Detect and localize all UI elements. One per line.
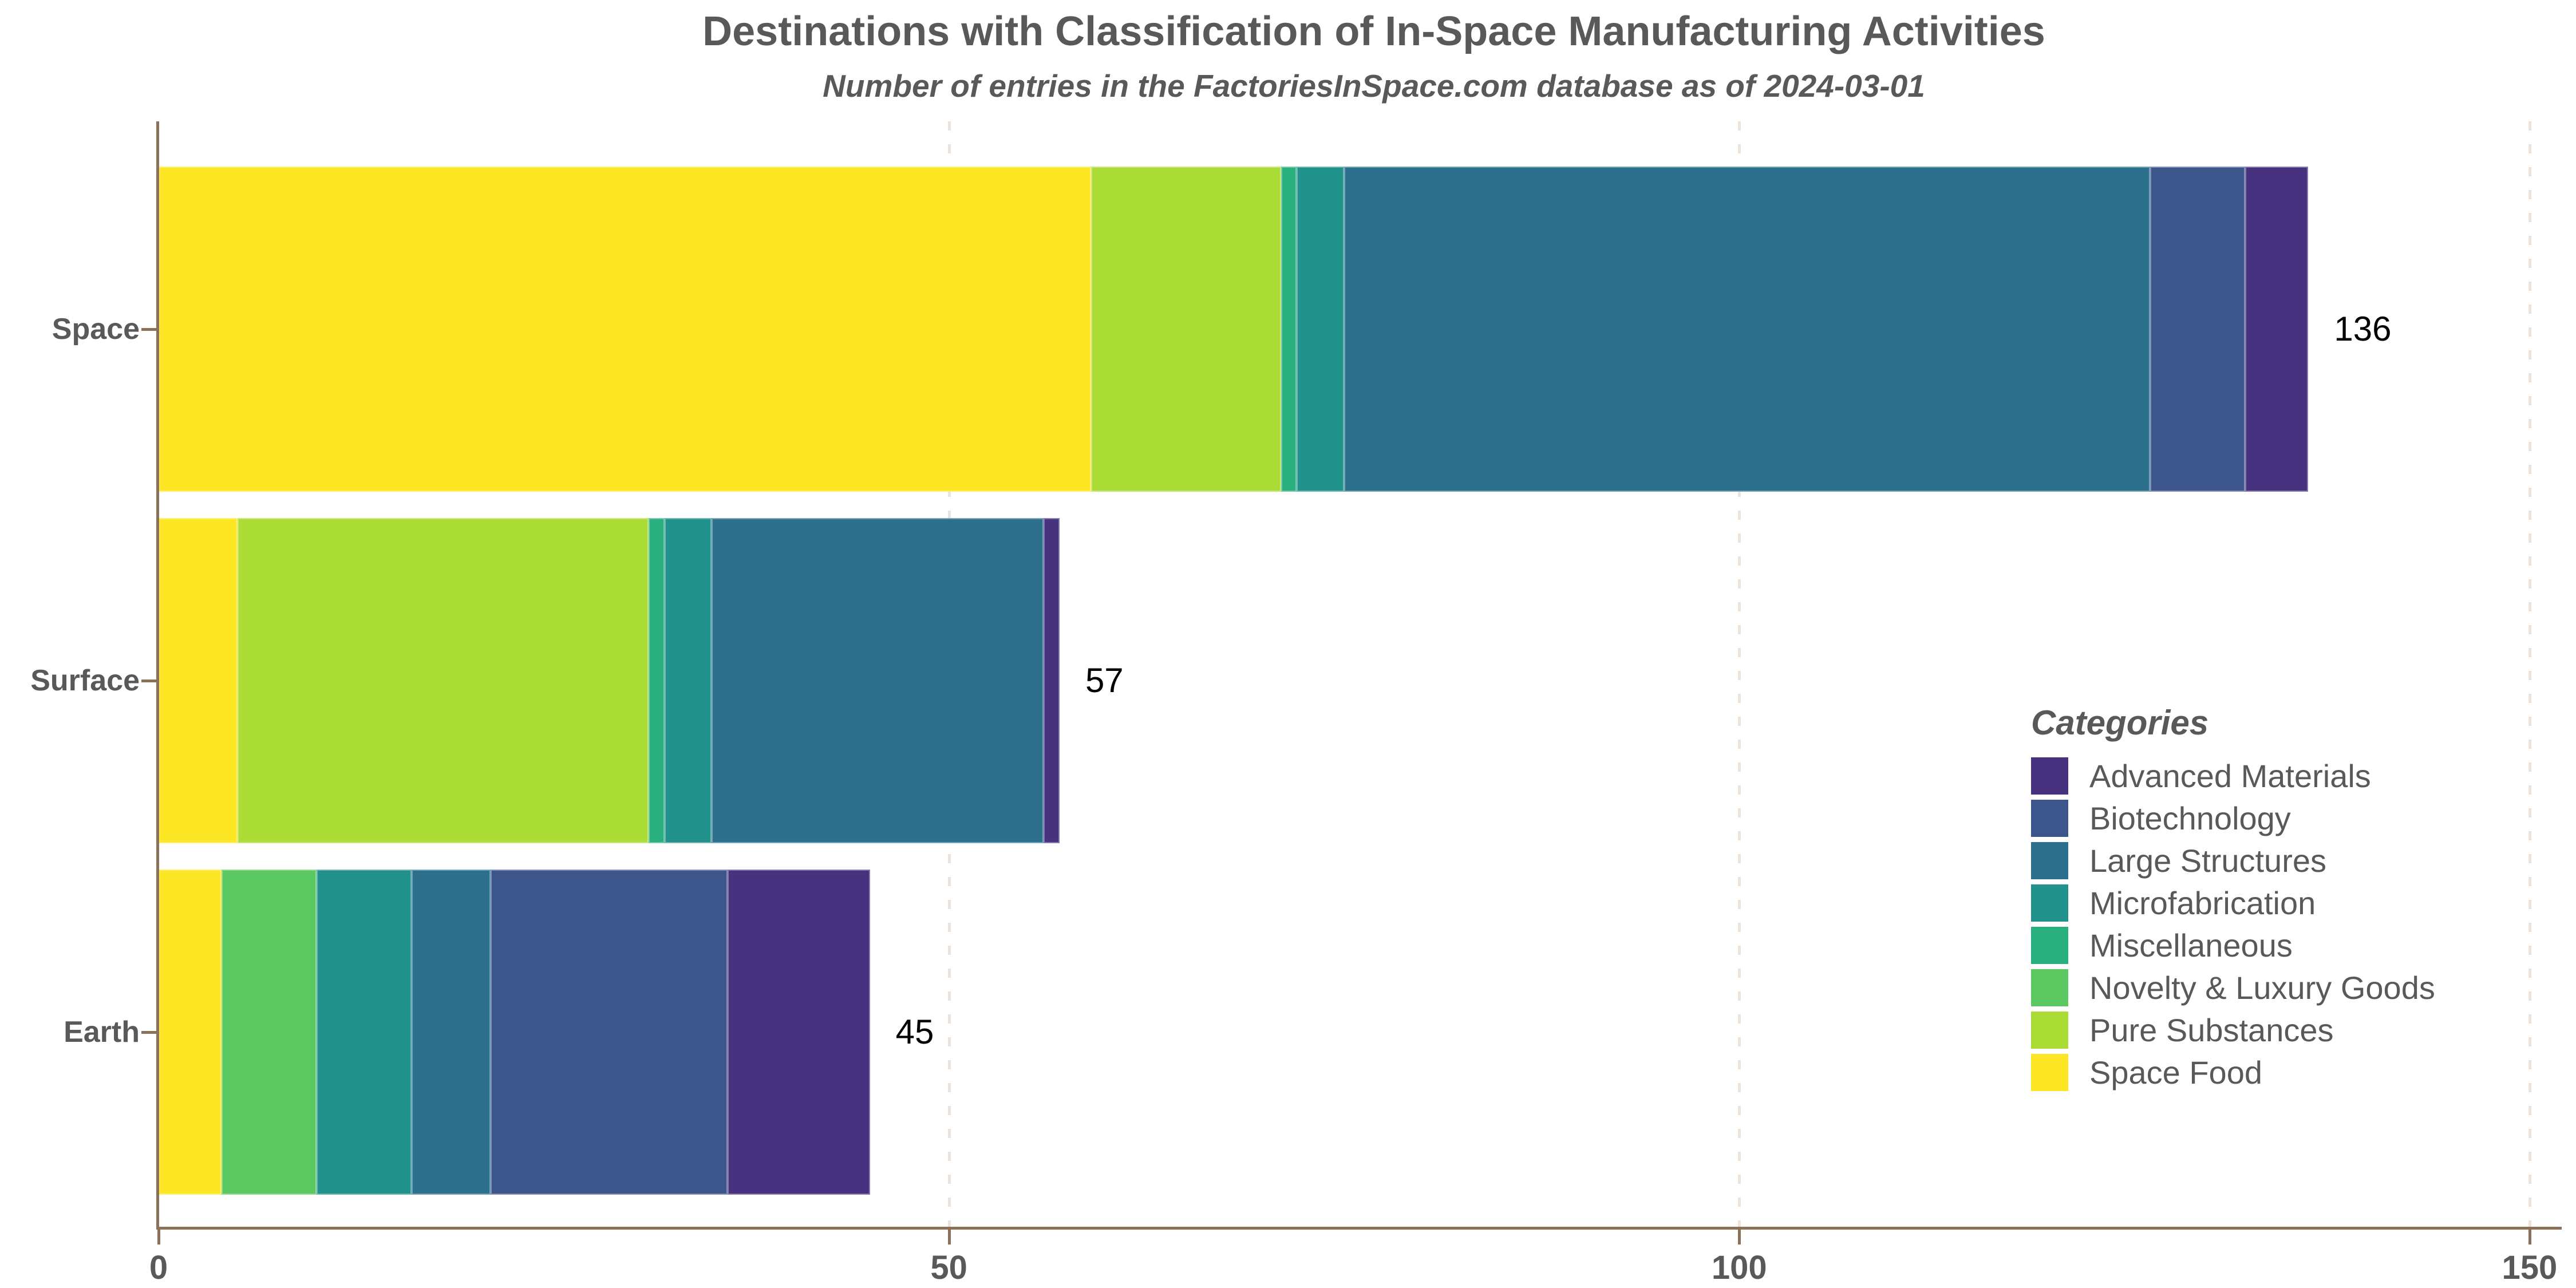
x-tick-label-150: 150 bbox=[2502, 1249, 2558, 1286]
bar-segment-advanced-materials bbox=[728, 870, 870, 1195]
x-tick-label-0: 0 bbox=[149, 1249, 168, 1286]
bar-segment-advanced-materials bbox=[1044, 518, 1060, 843]
bar-segment-microfabrication bbox=[664, 518, 712, 843]
bar-segment-novelty-luxury-goods bbox=[222, 870, 317, 1195]
bar-segment-microfabrication bbox=[317, 870, 412, 1195]
x-tick-150 bbox=[2528, 1230, 2531, 1244]
y-axis-line bbox=[156, 121, 159, 1230]
bar-segment-pure-substances bbox=[238, 518, 649, 843]
legend-item-label: Advanced Materials bbox=[2089, 758, 2371, 794]
bar-segment-space-food bbox=[159, 870, 222, 1195]
bar-segment-space-food bbox=[159, 167, 1092, 492]
page-subtitle: Number of entries in the FactoriesInSpac… bbox=[823, 68, 1925, 104]
legend-item-label: Large Structures bbox=[2089, 843, 2326, 879]
gridline-100 bbox=[1738, 121, 1741, 1227]
legend-swatch-novelty-luxury-goods bbox=[2031, 969, 2068, 1006]
x-tick-100 bbox=[1738, 1230, 1741, 1244]
x-axis-line bbox=[156, 1227, 2562, 1230]
bar-segment-space-food bbox=[159, 518, 238, 843]
y-tick-surface bbox=[141, 679, 156, 682]
bar-segment-miscellaneous bbox=[1281, 167, 1297, 492]
x-tick-50 bbox=[947, 1230, 951, 1244]
x-tick-label-100: 100 bbox=[1711, 1249, 1767, 1286]
bar-row-earth bbox=[159, 870, 870, 1195]
bar-segment-biotechnology bbox=[490, 870, 728, 1195]
bar-row-surface bbox=[159, 518, 1060, 843]
x-tick-0 bbox=[157, 1230, 160, 1244]
legend-swatch-advanced-materials bbox=[2031, 757, 2068, 795]
bar-row-space bbox=[159, 167, 2309, 492]
bar-total-label: 136 bbox=[2334, 310, 2392, 348]
bar-total-label: 45 bbox=[895, 1013, 934, 1051]
legend-swatch-large-structures bbox=[2031, 842, 2068, 879]
legend-swatch-pure-substances bbox=[2031, 1012, 2068, 1049]
bar-segment-advanced-materials bbox=[2245, 167, 2309, 492]
bar-segment-large-structures bbox=[712, 518, 1044, 843]
legend-item-label: Novelty & Luxury Goods bbox=[2089, 970, 2435, 1006]
legend-item-label: Space Food bbox=[2089, 1054, 2262, 1091]
bar-segment-large-structures bbox=[411, 870, 491, 1195]
y-tick-space bbox=[141, 328, 156, 331]
legend-swatch-microfabrication bbox=[2031, 884, 2068, 922]
legend-swatch-miscellaneous bbox=[2031, 927, 2068, 964]
legend-swatch-biotechnology bbox=[2031, 800, 2068, 837]
bar-total-label: 57 bbox=[1085, 661, 1124, 700]
bar-segment-biotechnology bbox=[2150, 167, 2245, 492]
bar-segment-pure-substances bbox=[1091, 167, 1281, 492]
y-tick-earth bbox=[141, 1031, 156, 1034]
y-tick-label-earth: Earth bbox=[64, 1016, 140, 1049]
bar-segment-large-structures bbox=[1344, 167, 2151, 492]
bar-segment-microfabrication bbox=[1297, 167, 1344, 492]
legend-item-label: Microfabrication bbox=[2089, 885, 2316, 921]
legend-title: Categories bbox=[2031, 704, 2209, 742]
legend-swatch-space-food bbox=[2031, 1054, 2068, 1091]
gridline-150 bbox=[2528, 121, 2531, 1227]
legend-item-label: Miscellaneous bbox=[2089, 927, 2293, 963]
legend-item-label: Pure Substances bbox=[2089, 1012, 2334, 1048]
y-tick-label-surface: Surface bbox=[30, 664, 140, 697]
page-title: Destinations with Classification of In-S… bbox=[702, 9, 2045, 54]
bar-segment-miscellaneous bbox=[649, 518, 665, 843]
legend-item-label: Biotechnology bbox=[2089, 800, 2291, 836]
y-tick-label-space: Space bbox=[52, 313, 140, 346]
x-tick-label-50: 50 bbox=[930, 1249, 967, 1286]
